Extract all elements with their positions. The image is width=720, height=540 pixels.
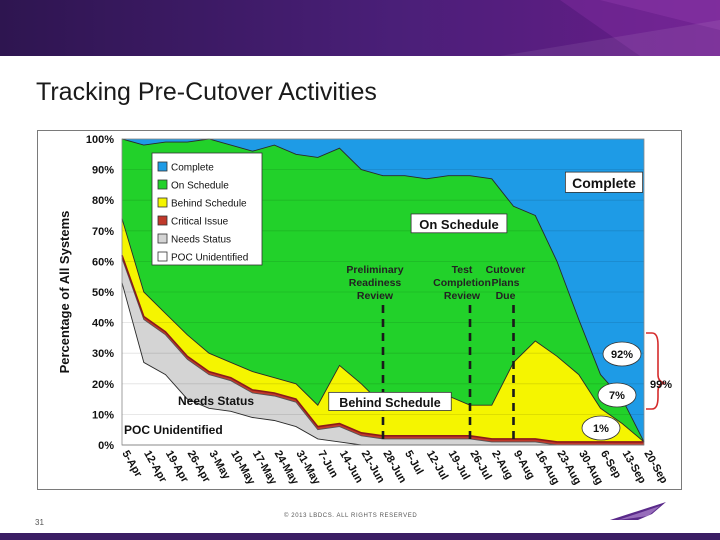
y-tick-label: 60% [92,256,114,268]
plot-border [121,138,645,446]
complete-area-label-box [565,171,644,193]
milestone-label: Review [357,290,394,302]
needs-status-area-label: Needs Status [178,394,254,408]
callout-label: 7% [609,390,625,402]
header-banner [0,0,720,56]
behind-schedule-area-label-box [328,391,452,411]
y-tick-label: 10% [92,409,114,421]
y-tick-label: 30% [92,348,114,360]
milestone-label: Completion [433,277,491,289]
bracket-label: 99% [650,379,672,391]
y-axis-label: Percentage of All Systems [57,211,72,374]
chart-frame: 0% 10% 20% 30% 40% 50% 60% 70% 80% 90% 100% Percent… [37,130,682,490]
legend-entry: POC Unidentified [171,253,248,264]
legend-swatch [157,161,168,172]
area-complete [122,139,644,442]
page-title: Tracking Pre-Cutover Activities [36,78,377,106]
milestone-label: Due [496,290,516,302]
behind-schedule-area-label: Behind Schedule [339,396,440,410]
y-tick-label: 70% [92,226,114,238]
callout-label: 92% [611,349,633,361]
legend-swatch [157,233,168,244]
complete-area-label: Complete [572,175,636,191]
y-tick-label: 40% [92,318,114,330]
y-tick-label: 90% [92,165,114,177]
area-poc-unidentified [122,282,644,445]
legend-swatch [157,197,168,208]
logo-swoosh-icon [610,502,666,520]
callout-oval [602,341,642,367]
legend-box [151,152,263,266]
milestone-label: Preliminary [346,264,403,276]
milestone-label: Readiness [349,277,402,289]
legend-swatch [157,251,168,262]
y-tick-label: 20% [92,379,114,391]
callout-oval [597,382,637,408]
legend-entry: Complete [171,163,214,174]
footer-bar [0,533,720,540]
copyright-text: © 2013 LBDCS. ALL RIGHTS RESERVED [284,513,418,519]
callout-label: 1% [593,423,609,435]
milestone-label: Review [444,290,481,302]
x-tick-label: 5-Apr [119,449,144,480]
y-tick-label: 100% [86,134,114,146]
y-tick-label: 0% [98,440,114,452]
legend-entry: Behind Schedule [171,199,247,210]
milestone-label: Test [452,264,473,276]
legend-entry: Needs Status [171,235,231,246]
stacked-area-chart: 0% 10% 20% 30% 40% 50% 60% 70% 80% 90% 100% Percent… [57,134,672,488]
area-behind-schedule [122,218,644,442]
milestone-label: Plans [491,277,519,289]
bracket-icon [646,332,667,410]
milestone-label: Cutover [486,264,526,276]
area-needs-status [122,258,644,445]
legend-entry: Critical Issue [171,217,229,228]
legend-swatch [157,179,168,190]
callout-oval [581,415,621,441]
y-tick-label: 80% [92,195,114,207]
on-schedule-area-label-box [410,213,508,234]
y-tick-label: 50% [92,287,114,299]
slide-number: 31 [35,518,44,527]
poc-unidentified-area-label: POC Unidentified [124,423,223,437]
legend-entry: On Schedule [171,181,229,192]
legend-swatch [157,215,168,226]
on-schedule-area-label: On Schedule [419,217,498,232]
